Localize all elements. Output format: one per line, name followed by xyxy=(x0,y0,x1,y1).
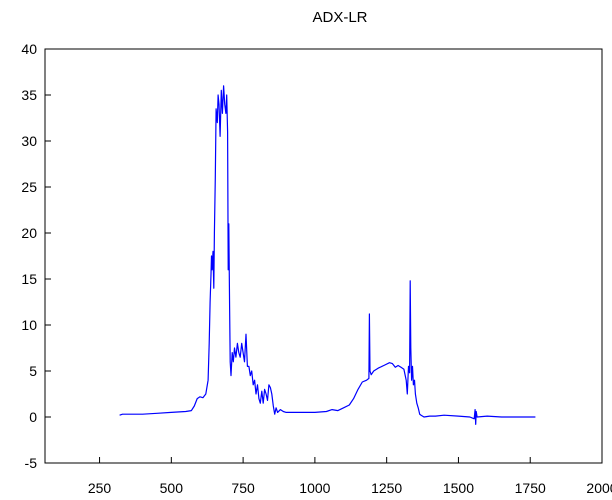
x-tick-label: 250 xyxy=(88,480,112,496)
x-tick-label: 2000 xyxy=(586,480,612,496)
y-tick-label: 0 xyxy=(29,409,37,425)
y-tick-label: 15 xyxy=(21,271,37,287)
x-axis: 250 500 750 1000 1250 1500 1750 2000 xyxy=(88,457,612,496)
x-tick-label: 1250 xyxy=(371,480,402,496)
chart-title: ADX-LR xyxy=(312,9,367,26)
y-tick-label: 5 xyxy=(29,363,37,379)
x-tick-label: 1500 xyxy=(443,480,474,496)
y-tick-label: 30 xyxy=(21,133,37,149)
x-tick-label: 500 xyxy=(160,480,184,496)
y-tick-label: 35 xyxy=(21,87,37,103)
y-axis: -5 0 5 10 15 20 25 30 35 40 xyxy=(21,41,51,471)
y-tick-label: 20 xyxy=(21,225,37,241)
y-tick-label: 10 xyxy=(21,317,37,333)
x-tick-label: 1000 xyxy=(299,480,330,496)
y-tick-label: 40 xyxy=(21,41,37,57)
x-tick-label: 1750 xyxy=(515,480,546,496)
y-tick-label: -5 xyxy=(25,455,38,471)
x-tick-label: 750 xyxy=(231,480,255,496)
y-tick-label: 25 xyxy=(21,179,37,195)
series-line xyxy=(119,85,536,425)
plot-frame xyxy=(44,48,603,464)
